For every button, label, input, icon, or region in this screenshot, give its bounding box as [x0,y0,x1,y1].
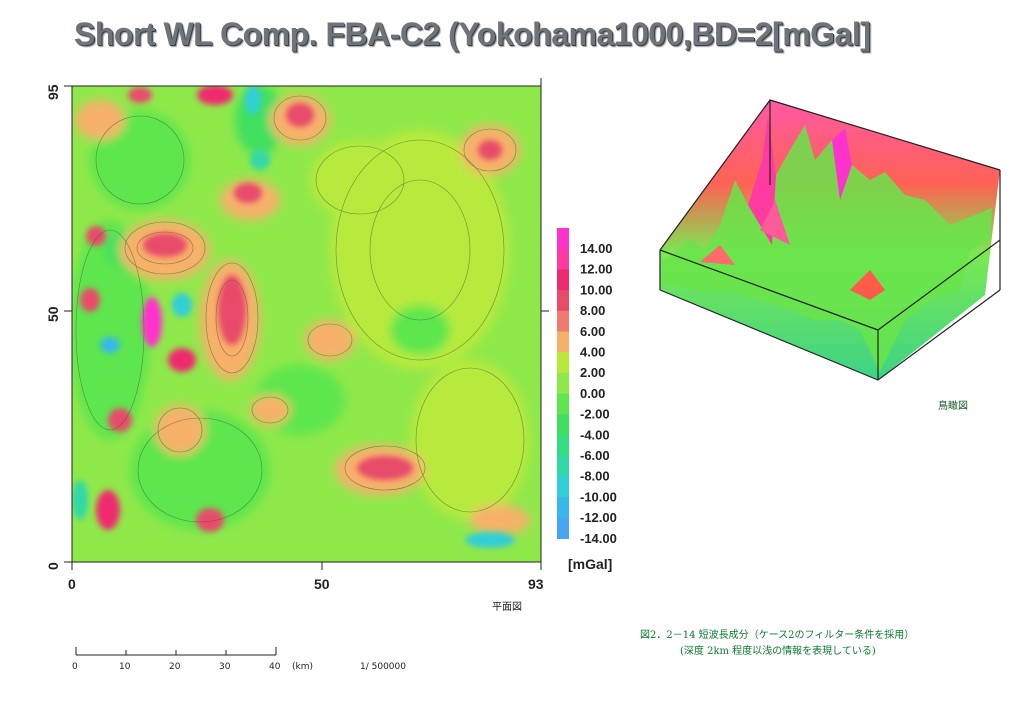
y-tick-label: 95 [45,84,61,100]
colorbar: 14.00 12.00 10.00 8.00 6.00 4.00 2.00 0.00 -2.00… [557,228,617,546]
y-tick-label: 50 [45,306,61,322]
colorbar-label: 2.00 [580,365,605,380]
scale-tick-label: 20 [169,662,181,672]
colorbar-label: -8.00 [580,469,610,484]
contour-map: 0 50 93 95 50 0 [45,78,549,592]
colorbar-swatch [557,310,569,332]
colorbar-swatch [557,352,569,374]
colorbar-swatch [557,517,569,539]
surface-3d-view [659,99,1001,381]
colorbar-swatch [557,414,569,436]
colorbar-swatch [557,497,569,519]
plan-view-caption: 平面図 [492,602,522,613]
colorbar-swatch [557,290,569,312]
colorbar-swatch [557,248,569,270]
colorbar-label: 10.00 [580,282,613,297]
scale-tick-label: 0 [72,662,78,672]
colorbar-swatch [557,269,569,291]
y-tick-label: 0 [45,562,61,570]
scale-tick-label: 10 [119,662,131,672]
colorbar-swatch [557,455,569,477]
colorbar-label: 12.00 [580,262,613,277]
x-tick-label: 93 [528,576,544,592]
colorbar-swatch [557,435,569,457]
page-title: Short WL Comp. FBA-C2 (Yokohama1000,BD=2… [74,16,871,52]
colorbar-swatch [557,476,569,498]
x-tick-label: 50 [314,576,330,592]
scale-tick-label: 40 [269,662,281,672]
colorbar-swatch [557,372,569,395]
scale-bar [75,647,277,656]
colorbar-swatch [557,331,569,353]
map-frame [71,85,542,563]
colorbar-label: -14.00 [580,531,617,546]
colorbar-label: 0.00 [580,386,605,401]
scale-unit: (km) [292,662,313,672]
colorbar-swatch [557,393,569,415]
colorbar-label: 8.00 [580,303,605,318]
scale-ratio: 1/ 500000 [360,662,406,672]
scale-tick-label: 30 [219,662,231,672]
figure-caption-line1: 図2．2－14 短波長成分（ケース2のフィルター条件を採用） [640,630,915,641]
colorbar-label: -12.00 [580,510,617,525]
colorbar-label: 14.00 [580,241,613,256]
birds-eye-caption: 鳥瞰図 [938,401,968,412]
colorbar-label: -4.00 [580,427,610,442]
x-tick-label: 0 [68,576,76,592]
colorbar-label: -10.00 [580,489,617,504]
colorbar-label: 4.00 [580,345,605,360]
figure-caption-line2: (深度 2km 程度以浅の情報を表現している) [680,646,876,657]
colorbar-label: -2.00 [580,407,610,422]
colorbar-label: 6.00 [580,324,605,339]
colorbar-unit: [mGal] [568,556,613,572]
colorbar-swatch [557,228,569,250]
colorbar-label: -6.00 [580,448,610,463]
